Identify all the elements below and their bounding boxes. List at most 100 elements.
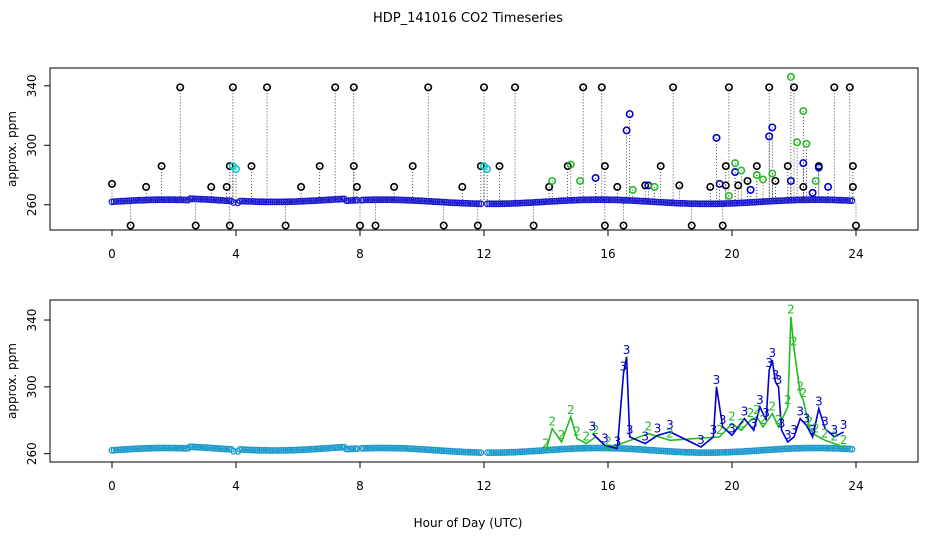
bottom-point-label-3: 3 xyxy=(809,423,817,437)
top-baseline-point xyxy=(325,196,333,204)
bottom-baseline-point xyxy=(451,448,459,455)
top-baseline-point xyxy=(586,196,593,204)
top-y-tick-label: 340 xyxy=(25,74,39,97)
bottom-point-label-3: 3 xyxy=(728,421,736,435)
bottom-baseline-point xyxy=(271,447,279,454)
top-baseline-point xyxy=(735,199,743,207)
bottom-baseline-point xyxy=(829,444,836,452)
bottom-point-label-3: 3 xyxy=(778,416,786,430)
top-baseline-point xyxy=(471,200,478,208)
top-baseline-point xyxy=(136,196,144,204)
bottom-baseline-point xyxy=(162,444,170,452)
bottom-baseline-point xyxy=(798,444,806,452)
bottom-baseline-point xyxy=(733,448,741,456)
bottom-baseline-point xyxy=(640,446,648,454)
bottom-point-label-3: 3 xyxy=(589,420,597,434)
top-baseline-point xyxy=(191,195,198,203)
top-x-tick-label: 12 xyxy=(476,247,491,261)
top-point-black xyxy=(789,83,798,92)
bottom-baseline-point xyxy=(199,444,207,451)
bottom-baseline-point xyxy=(201,444,209,452)
bottom-baseline-point xyxy=(349,445,357,453)
top-baseline-point xyxy=(609,196,617,204)
top-baseline-point xyxy=(195,195,203,203)
bottom-baseline-point xyxy=(212,445,220,452)
bottom-baseline-point xyxy=(729,448,736,456)
top-baseline-point xyxy=(596,196,604,204)
bottom-baseline-point xyxy=(794,444,802,452)
top-baseline-point xyxy=(115,197,122,205)
top-point-black xyxy=(656,162,665,171)
top-baseline-point xyxy=(644,198,652,205)
bottom-baseline-point xyxy=(555,446,563,453)
x-axis-label: Hour of Day (UTC) xyxy=(414,516,523,530)
top-baseline-point xyxy=(143,196,151,204)
bottom-baseline-point xyxy=(182,444,190,452)
top-baseline-point xyxy=(488,200,496,208)
bottom-baseline-point xyxy=(777,445,784,453)
bottom-point-label-2: 2 xyxy=(812,421,820,435)
top-baseline-point xyxy=(683,200,691,207)
bottom-baseline-point xyxy=(586,444,593,452)
top-baseline-point xyxy=(349,196,357,204)
bottom-baseline-point xyxy=(273,447,281,454)
top-point-green xyxy=(628,185,637,194)
top-baseline-point xyxy=(440,198,448,206)
top-point-black xyxy=(669,83,678,92)
bottom-baseline-point xyxy=(737,448,745,456)
bottom-baseline-point xyxy=(329,444,337,452)
bottom-baseline-point xyxy=(471,449,478,456)
bottom-point-label-3: 3 xyxy=(620,359,628,373)
top-point-blue xyxy=(591,173,600,182)
bottom-baseline-point xyxy=(301,446,309,454)
bottom-baseline-point xyxy=(844,445,851,453)
top-baseline-point xyxy=(301,197,309,205)
top-baseline-point xyxy=(618,196,626,204)
top-baseline-point xyxy=(722,200,730,207)
bottom-baseline-point xyxy=(807,444,815,452)
bottom-baseline-point xyxy=(588,444,595,452)
bottom-baseline-point xyxy=(117,446,125,454)
top-point-blue xyxy=(715,179,724,188)
bottom-baseline-point xyxy=(392,444,400,452)
top-baseline-point xyxy=(839,196,847,204)
top-baseline-point xyxy=(490,200,498,208)
bottom-baseline-point xyxy=(123,445,131,453)
top-baseline-point xyxy=(707,200,715,208)
top-baseline-point xyxy=(271,198,279,206)
top-baseline-point xyxy=(164,196,172,204)
top-baseline-point xyxy=(833,196,841,204)
top-point-blue xyxy=(765,132,774,141)
top-baseline-point xyxy=(347,197,355,204)
bottom-baseline-point xyxy=(488,449,496,457)
top-baseline-point xyxy=(373,196,381,204)
top-point-black xyxy=(851,221,860,230)
bottom-point-label-2: 2 xyxy=(840,433,848,447)
top-point-black xyxy=(743,176,752,185)
top-x-tick-label: 16 xyxy=(600,247,615,261)
top-baseline-point xyxy=(208,196,216,204)
top-baseline-point xyxy=(225,197,233,205)
top-baseline-point xyxy=(807,196,815,204)
bottom-baseline-point xyxy=(670,448,678,456)
top-baseline-point xyxy=(162,196,170,204)
top-baseline-point xyxy=(403,196,411,204)
bottom-baseline-point xyxy=(167,444,175,452)
top-baseline-point xyxy=(790,196,797,204)
top-baseline-point xyxy=(835,196,843,204)
top-baseline-point xyxy=(151,196,159,204)
top-baseline-point xyxy=(154,196,162,204)
bottom-baseline-point xyxy=(388,444,396,452)
top-baseline-point xyxy=(186,195,194,203)
bottom-baseline-point xyxy=(138,445,146,452)
bottom-baseline-point xyxy=(290,446,298,454)
bottom-baseline-point xyxy=(694,449,702,457)
top-point-green xyxy=(731,159,740,168)
bottom-baseline-point xyxy=(171,444,179,452)
bottom-baseline-point xyxy=(462,448,470,456)
top-point-blue xyxy=(808,188,817,197)
top-baseline-point xyxy=(720,200,728,208)
bottom-baseline-point xyxy=(243,446,250,454)
bottom-baseline-point xyxy=(520,448,528,456)
bottom-baseline-point xyxy=(223,445,231,453)
